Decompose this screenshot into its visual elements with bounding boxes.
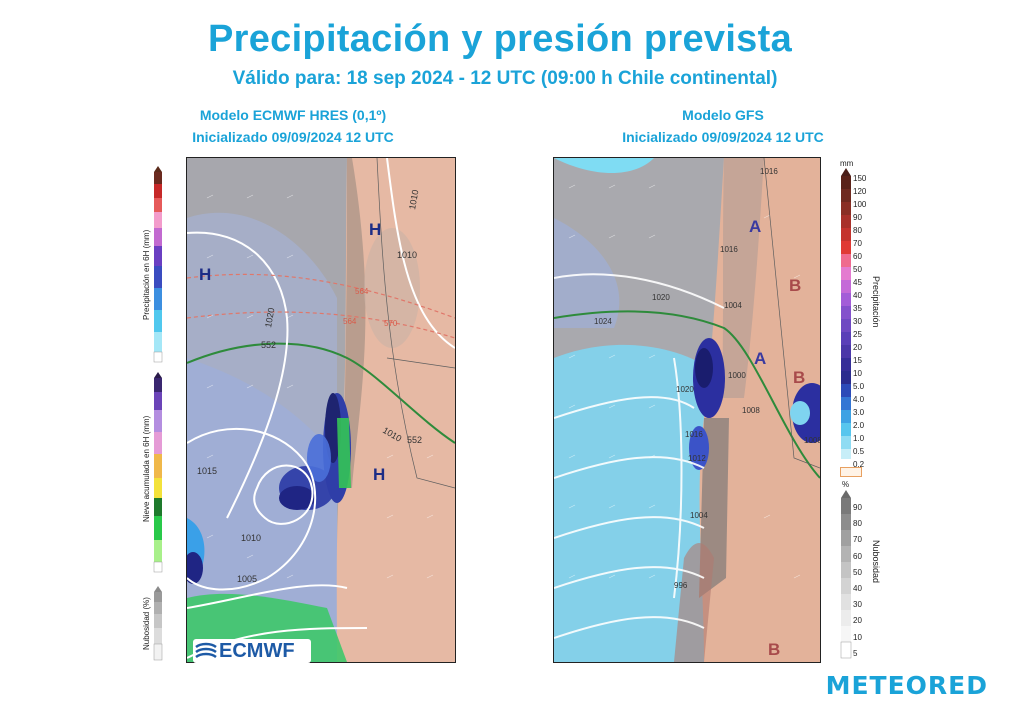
ecmwf-geopot-label-5: 564 — [343, 317, 357, 326]
right-cloud-unit: % — [842, 480, 850, 489]
ecmwf-geopot-label-3: 564 — [355, 287, 369, 296]
left-model-name: Modelo ECMWF HRES (0,1º) — [199, 107, 387, 123]
cloud-legend-tick: 5 — [853, 648, 858, 658]
cloud-legend-tick: 30 — [853, 600, 862, 610]
ecmwf-isobar-label-2: 1010 — [397, 250, 417, 260]
ecmwf-map-canvas: H H H 1010 1010 1020 1015 1010 1005 552 … — [187, 158, 455, 662]
ecmwf-logo-text: ECMWF — [219, 639, 295, 662]
gfs-isobar-label-8: 1004 — [690, 511, 708, 520]
precip-legend-tick: 25 — [853, 330, 862, 339]
gfs-isobar-label-3: 1024 — [594, 317, 612, 326]
precip-legend-tick: 90 — [853, 213, 862, 222]
left-cloud-legend-label: Nubosidad (%) — [142, 597, 151, 650]
precip-legend-tick: 5.0 — [853, 382, 865, 391]
gfs-isobar-label-9: 1000 — [728, 371, 746, 380]
precip-legend-tick: 3.0 — [853, 408, 865, 417]
precip-legend-tick: 80 — [853, 226, 862, 235]
right-model-header: Modelo GFS Inicializado 09/09/2024 12 UT… — [598, 104, 848, 148]
cloud-legend-tick: 60 — [853, 551, 862, 561]
ecmwf-isobar-label-5: 1010 — [241, 533, 261, 543]
precip-legend-tick: 0.2 — [853, 460, 865, 469]
ecmwf-isobar-label-4: 1015 — [197, 466, 217, 476]
left-snow-legend — [152, 372, 184, 579]
cloud-legend-tick: 20 — [853, 616, 862, 626]
gfs-isobar-label-5: 1016 — [685, 430, 703, 439]
precip-legend-tick: 120 — [853, 187, 867, 196]
precip-legend-tick: 10 — [853, 369, 862, 378]
cloud-legend-tick: 50 — [853, 567, 862, 577]
left-cloud-legend — [152, 586, 172, 667]
ecmwf-isobar-label-3: 1020 — [263, 307, 276, 328]
ecmwf-high-label-1: H — [369, 220, 381, 239]
precip-legend-tick: 150 — [853, 174, 867, 183]
ecmwf-logo-icon — [195, 642, 217, 659]
ecmwf-isobar-label-1: 1010 — [407, 189, 420, 210]
precip-legend-tick: 2.0 — [853, 421, 865, 430]
left-precip-colorbar — [153, 166, 163, 363]
ecmwf-isobar-label-6: 1005 — [237, 574, 257, 584]
left-cloud-colorbar — [153, 586, 163, 661]
ecmwf-high-label-3: H — [373, 465, 385, 484]
precip-legend-tick: 1.0 — [853, 434, 865, 443]
gfs-isobar-label-2: 1020 — [652, 293, 670, 302]
precip-legend-tick: 20 — [853, 343, 862, 352]
gfs-low-label-3: B — [768, 640, 780, 659]
left-snow-colorbar — [153, 372, 163, 573]
precip-legend-tick: 40 — [853, 291, 862, 300]
precip-legend-tick: 100 — [853, 200, 867, 209]
right-precip-legend — [840, 168, 852, 465]
gfs-high-label-2: A — [754, 349, 766, 368]
precip-legend-tick: 45 — [853, 278, 862, 287]
ecmwf-geopot-label-2: 552 — [407, 435, 422, 445]
ecmwf-geopot-label-1: 552 — [261, 340, 276, 350]
right-model-init: Inicializado 09/09/2024 12 UTC — [622, 129, 824, 145]
right-precip-legend-title: Precipitación — [871, 276, 881, 328]
gfs-isobar-label-11: 1004 — [724, 301, 742, 310]
precip-legend-tick: 30 — [853, 317, 862, 326]
page-subtitle: Válido para: 18 sep 2024 - 12 UTC (09:00… — [232, 68, 778, 89]
gfs-isobar-label-12: 1008 — [804, 436, 820, 445]
gfs-isobar-label-4: 1020 — [676, 385, 694, 394]
precip-legend-tick: 15 — [853, 356, 862, 365]
right-cloud-legend — [840, 490, 852, 665]
ecmwf-map: H H H 1010 1010 1020 1015 1010 1005 552 … — [186, 157, 456, 663]
precip-legend-tick: 50 — [853, 265, 862, 274]
precip-legend-tick: 70 — [853, 239, 862, 248]
ecmwf-high-label-2: H — [199, 265, 211, 284]
gfs-isobar-label-7: 1008 — [742, 406, 760, 415]
left-precip-legend-label: Precipitación en 6H (mm) — [142, 229, 151, 320]
right-cloud-legend-title: Nubosidad — [871, 540, 881, 584]
right-model-name: Modelo GFS — [682, 107, 764, 123]
cloud-legend-tick: 10 — [853, 632, 862, 642]
cloud-legend-tick: 80 — [853, 519, 862, 529]
gfs-map: A A B B B 1016 1020 1024 1020 1016 1012 … — [553, 157, 821, 663]
left-snow-legend-label: Nieve acumulada en 6H (mm) — [142, 415, 151, 522]
precip-legend-tick: 60 — [853, 252, 862, 261]
left-precip-legend — [152, 166, 184, 371]
page-title: Precipitación y presión prevista — [207, 18, 793, 60]
cloud-legend-tick: 40 — [853, 584, 862, 593]
gfs-isobar-label-6: 1012 — [688, 454, 706, 463]
ecmwf-logo: ECMWF — [193, 639, 311, 663]
gfs-isobar-label-1: 1016 — [760, 167, 778, 176]
precip-legend-tick: 0.5 — [853, 447, 865, 456]
precip-legend-tick: 35 — [853, 304, 862, 313]
gfs-isobar-label-13: 1016 — [720, 245, 738, 254]
meteored-logo: METEORED — [825, 671, 988, 700]
right-precip-colorbar — [841, 168, 851, 459]
right-precip-unit: mm — [840, 159, 854, 168]
left-model-init: Inicializado 09/09/2024 12 UTC — [192, 129, 394, 145]
precip-legend-tick: 4.0 — [853, 395, 865, 404]
left-model-header: Modelo ECMWF HRES (0,1º) Inicializado 09… — [168, 104, 418, 148]
gfs-isobar-label-10: 996 — [674, 581, 688, 590]
gfs-low-label-1: B — [789, 276, 801, 295]
right-cloud-colorbar — [840, 490, 852, 659]
right-snow-marker — [840, 467, 862, 477]
cloud-legend-tick: 70 — [853, 535, 862, 545]
ecmwf-geopot-label-4: 570 — [384, 319, 398, 328]
cloud-legend-tick: 90 — [853, 503, 862, 512]
gfs-low-label-2: B — [793, 368, 805, 387]
gfs-high-label-1: A — [749, 217, 761, 236]
gfs-map-canvas: A A B B B 1016 1020 1024 1020 1016 1012 … — [554, 158, 820, 662]
